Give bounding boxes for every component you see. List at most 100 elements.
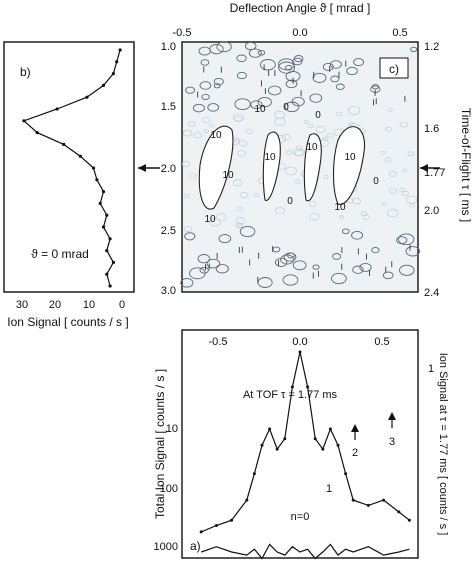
angle-annotation: At TOF τ = 1.77 ms [243, 389, 338, 401]
contour-right-axis-title: Time-of-Flight τ [ ms ] [459, 108, 473, 222]
contour-left-tick: 2.0 [161, 163, 176, 175]
contour-line [308, 201, 317, 207]
panel-label-a: a) [190, 539, 201, 553]
tof-x-tick: 10 [83, 299, 95, 311]
tof-data-point [35, 131, 39, 135]
contour-line [307, 123, 314, 129]
contour-line [181, 160, 191, 167]
tof-data-point [98, 201, 102, 205]
contour-line [234, 138, 240, 143]
angle-data-point [214, 524, 218, 527]
contour-top-tick: 0.5 [392, 27, 407, 39]
contour-line [407, 151, 414, 157]
contour-line [180, 278, 194, 288]
tof-data-point [111, 72, 115, 76]
contour-line [385, 126, 392, 132]
tof-x-ticks: 30 20 10 0 [16, 299, 125, 311]
contour-right-tick: 1.2 [424, 41, 439, 53]
contour-top-ticks: -0.5 0.0 0.5 [173, 27, 408, 39]
contour-line [399, 121, 408, 128]
contour-line [237, 150, 246, 157]
angle-left-tick: 10 [166, 423, 178, 435]
contour-line [348, 106, 361, 115]
tof-data-point [85, 95, 89, 99]
contour-line [184, 232, 196, 241]
contour-line [234, 116, 242, 122]
contour-line [184, 193, 190, 198]
angle-data-point [313, 437, 317, 441]
contour-line [244, 41, 257, 51]
contour-line [209, 218, 221, 227]
contour-right-tick: 2.0 [424, 205, 439, 217]
tof-data-point [22, 119, 26, 123]
tof-data-point [105, 213, 109, 217]
contour-left-tick: 3.0 [161, 285, 176, 297]
tof-arrow [138, 164, 160, 172]
contour-line [346, 66, 358, 76]
angle-data-point [252, 472, 256, 476]
contour-line [399, 188, 406, 193]
angle-x-tick: -0.5 [209, 336, 228, 348]
contour-line [309, 93, 323, 103]
contour-line [218, 234, 232, 244]
contour-line [257, 49, 266, 56]
contour-line [209, 43, 224, 55]
contour-line [285, 79, 298, 89]
contour-line [387, 108, 393, 112]
contour-line [260, 59, 276, 71]
angle-panel: -0.5 0.0 0.5 At TOF τ = 1.77 ms n=0 1 2 … [153, 329, 449, 560]
tof-annotation: ϑ = 0 mrad [31, 247, 89, 261]
angle-right-axis-title: Ion Signal at τ = 1.77 ms [ counts / s ] [437, 353, 449, 536]
contour-line [199, 81, 212, 90]
panel-label-c: c) [389, 62, 399, 76]
contour-right-marker-label: 1.77 [424, 167, 445, 179]
contour-line [341, 228, 350, 235]
contour-line [213, 77, 224, 86]
contour-line [336, 111, 343, 117]
contour-line [294, 179, 301, 184]
angle-left-tick: 100 [160, 483, 178, 495]
tof-data-point [111, 260, 115, 264]
contour-line [235, 222, 243, 228]
contour-label: 10 [264, 152, 276, 163]
tof-data-point [101, 190, 106, 194]
contour-line [348, 121, 354, 126]
contour-right-tick: 1.6 [424, 123, 439, 135]
angle-data-point [268, 427, 272, 431]
angle-data-point [366, 503, 370, 507]
contour-line [284, 166, 297, 176]
contour-line [274, 110, 286, 119]
tof-data-point [101, 225, 106, 229]
angle-data-point [298, 350, 302, 354]
contour-line [323, 175, 329, 179]
contour-line [312, 264, 320, 270]
angle-data-point [397, 510, 401, 514]
contour-line [294, 150, 304, 157]
angle-peak-label: n=0 [291, 511, 310, 523]
contour-line [185, 86, 196, 94]
contour-label: 10 [334, 202, 346, 213]
contour-line [351, 197, 361, 205]
contour-line [285, 149, 293, 155]
angle-peak-label: 2 [352, 447, 358, 459]
contour-line [206, 258, 221, 269]
contour-line [274, 257, 288, 267]
contour-right-ticks: 1.2 1.6 2.0 2.4 [424, 41, 439, 299]
contour-line [331, 272, 347, 285]
tof-x-tick: 20 [49, 299, 61, 311]
contour-line [398, 233, 415, 246]
contour-line [335, 83, 345, 91]
tof-data-point [115, 60, 119, 64]
contour-line [292, 57, 303, 66]
angle-data-point [283, 437, 287, 441]
angle-data-point [245, 498, 249, 502]
tof-data-point [95, 178, 99, 182]
contour-line [203, 129, 209, 134]
angle-series-line [200, 351, 410, 533]
contour-line [278, 61, 296, 74]
tof-data-point [108, 284, 112, 288]
contour-line [187, 121, 196, 128]
contour-line [257, 96, 272, 108]
contour-left-tick: 1.0 [161, 41, 176, 53]
contour-line [322, 62, 334, 71]
